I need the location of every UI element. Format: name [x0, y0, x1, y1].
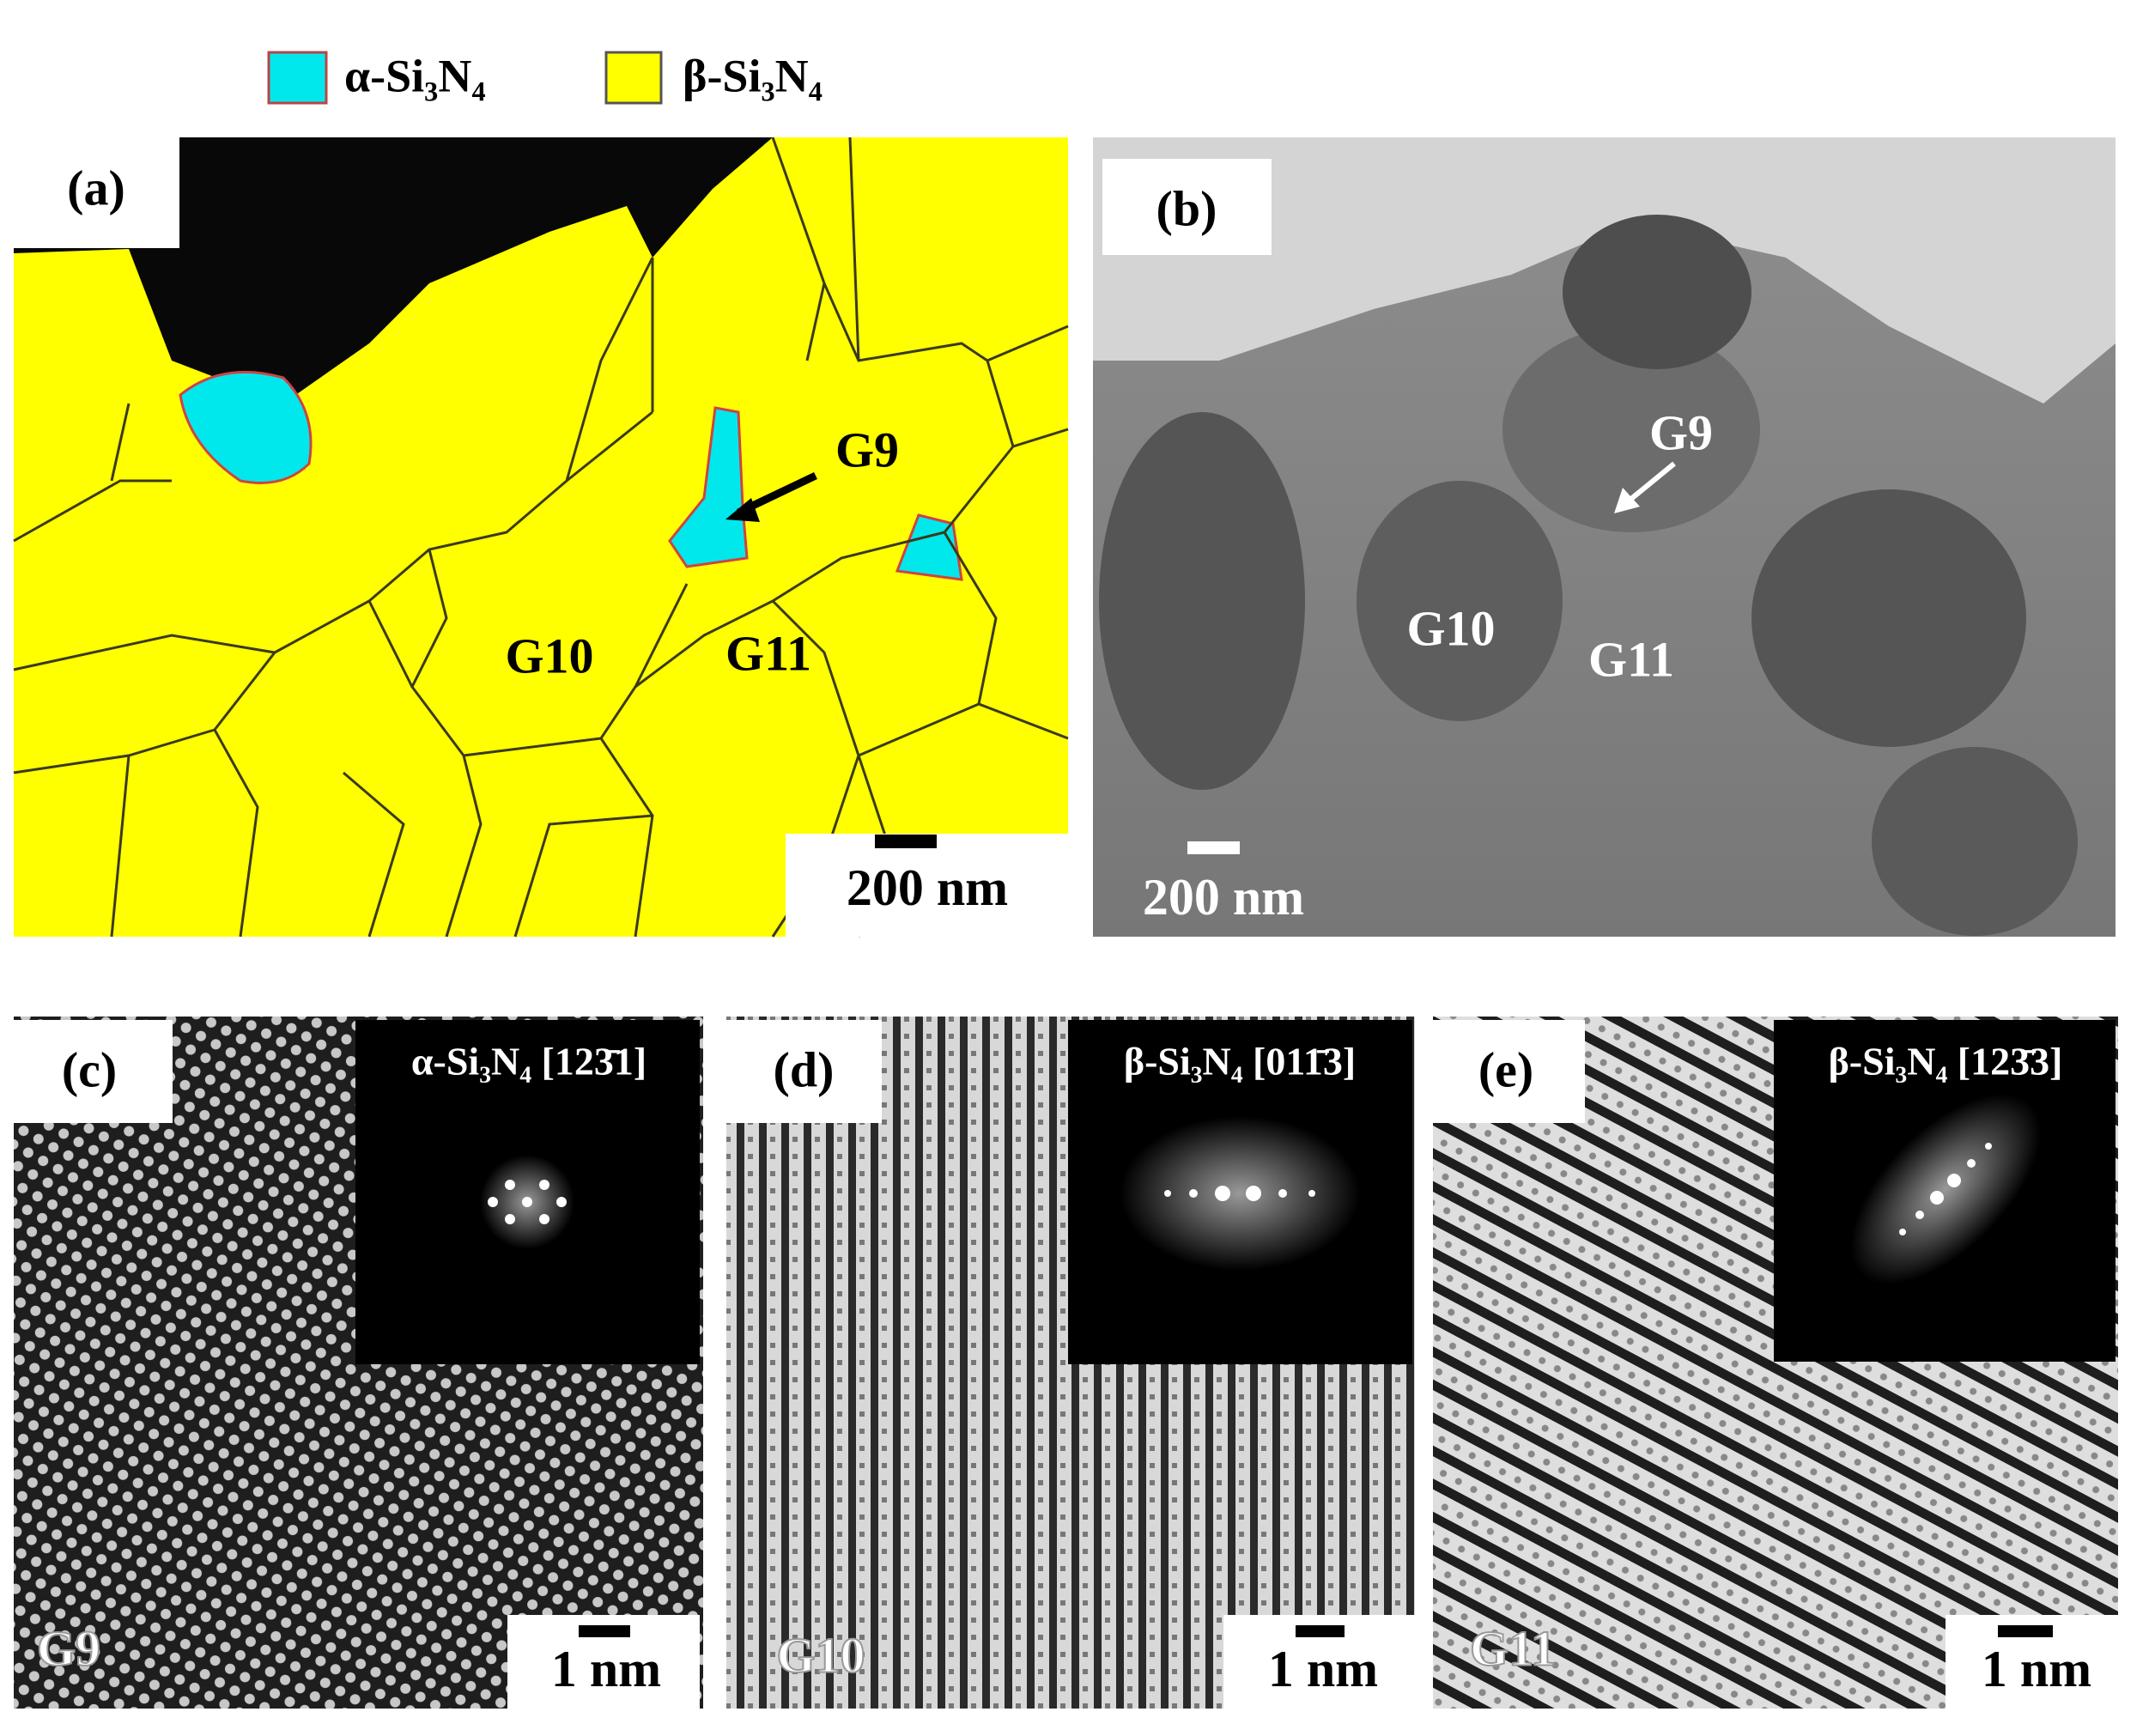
panel-label: (b) — [1156, 180, 1217, 236]
panel-label: (d) — [774, 1041, 835, 1097]
legend-label: β-Si₃N₄ — [683, 50, 823, 101]
scale-bar-label: 200 nm — [1143, 869, 1304, 926]
grain-label: G10 — [505, 628, 593, 683]
grain-label: G9 — [1649, 404, 1713, 460]
grain-label: G11 — [1470, 1620, 1556, 1676]
tem-image — [1093, 137, 2116, 937]
hrtem-image — [1433, 1017, 2118, 1709]
legend-swatch — [267, 51, 328, 105]
scale-bar-label: 200 nm — [847, 859, 1008, 916]
grain-label: G11 — [1588, 631, 1674, 687]
legend-label: α-Si₃N₄ — [344, 50, 486, 101]
hrtem-image — [726, 1017, 1415, 1709]
zone-axis-label: β-Si₃N₄ [011̄3] — [1124, 1040, 1356, 1083]
scale-bar-label: 1 nm — [1982, 1641, 2091, 1697]
hrtem-image — [14, 1017, 703, 1709]
panel-label: (a) — [67, 160, 125, 215]
grain-label: G9 — [37, 1620, 100, 1676]
grain-label: G9 — [835, 422, 899, 477]
zone-axis-label: β-Si₃N₄ [123̄3] — [1829, 1040, 2063, 1083]
scale-bar-label: 1 nm — [551, 1641, 661, 1697]
arrow-head — [725, 498, 760, 522]
scale-bar-label: 1 nm — [1268, 1641, 1378, 1697]
zone-axis-label: α-Si₃N₄ [123̄1] — [411, 1040, 646, 1083]
panel-label: (e) — [1478, 1041, 1533, 1097]
grain-label: G10 — [776, 1627, 865, 1683]
arrow-head — [1614, 488, 1640, 513]
grain-label: G11 — [725, 625, 811, 681]
phase-map — [13, 137, 1069, 938]
legend-swatch — [604, 51, 663, 105]
panel-label: (c) — [62, 1041, 117, 1097]
arrow — [1625, 461, 1676, 505]
grain-label: G10 — [1406, 600, 1495, 656]
